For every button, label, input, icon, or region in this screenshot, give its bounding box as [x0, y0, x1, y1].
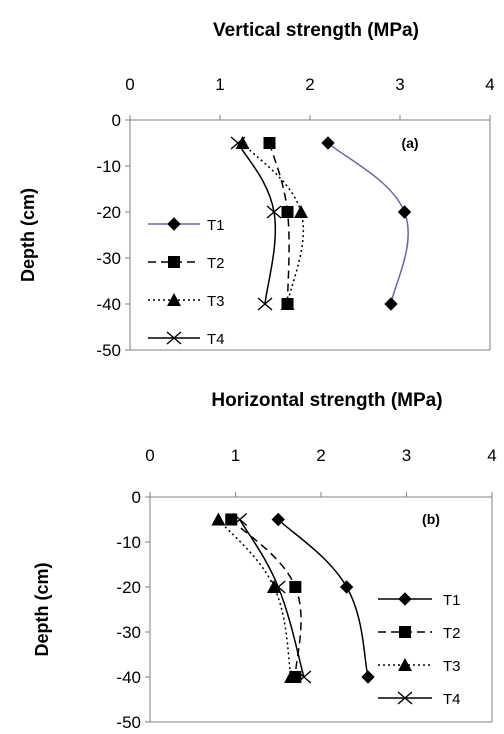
y-tick-label: -10: [116, 533, 141, 552]
data-point-t1: [321, 136, 335, 150]
data-point-t3: [266, 580, 281, 593]
x-tick-label: 2: [316, 446, 325, 465]
legend-marker: [398, 592, 412, 606]
legend-item-t1: T1: [378, 592, 461, 609]
data-point-t3: [294, 205, 308, 218]
data-point-t1: [397, 205, 412, 219]
chart-panel-b: Horizontal strength (MPa) Depth (cm) 0 1 2 3 4…: [32, 390, 497, 732]
series-line-t2: [230, 518, 302, 678]
data-point-t3: [280, 297, 295, 310]
chart-title: Vertical strength (MPa): [213, 20, 419, 41]
series-line-t3: [241, 142, 305, 305]
data-point-t4: [266, 205, 282, 219]
series-t3: [211, 512, 299, 683]
y-tick-label: -30: [96, 249, 121, 268]
legend-marker: [399, 626, 411, 638]
x-tick-label: 4: [485, 75, 494, 94]
series-t1: [271, 512, 375, 684]
series-line-t1: [277, 518, 369, 678]
legend-label: T4: [443, 691, 461, 708]
legend-label: T1: [207, 217, 225, 234]
legend-item-t2: T2: [378, 625, 461, 642]
data-point-t1: [384, 297, 398, 311]
y-tick-label: -10: [96, 157, 121, 176]
y-tick-label: -30: [116, 623, 141, 642]
y-tick-label: -20: [96, 203, 121, 222]
y-tick-label: -50: [116, 713, 141, 732]
data-point-t1: [361, 670, 375, 684]
panel-label: (a): [401, 135, 418, 151]
y-tick-label: 0: [132, 488, 141, 507]
series-t1: [321, 136, 412, 311]
data-point-t3: [211, 512, 226, 526]
data-point-t2: [289, 581, 302, 593]
y-tick-label: 0: [112, 111, 121, 130]
y-tick-label: -20: [116, 578, 141, 597]
series-t3: [235, 136, 308, 310]
data-point-t3: [284, 670, 299, 683]
data-point-t4-stroke-b: [296, 670, 312, 684]
data-point-t4: [296, 670, 312, 684]
chart-panel-a: Vertical strength (MPa) Depth (cm) 0 1 2 3 4 0 -…: [18, 20, 495, 360]
x-tick-label: 4: [487, 446, 496, 465]
legend-marker-stroke-b: [397, 691, 413, 705]
data-point-t4: [257, 297, 273, 311]
legend-marker: [167, 293, 181, 306]
x-tick-label: 1: [231, 446, 240, 465]
x-tick-label: 3: [402, 446, 411, 465]
y-tick-label: -50: [96, 341, 121, 360]
data-point-t4-stroke-b: [270, 580, 286, 594]
data-point-t1: [339, 580, 354, 594]
legend-label: T3: [443, 658, 461, 675]
data-point-t4: [230, 136, 246, 150]
x-tick-label: 1: [215, 75, 224, 94]
series-line-t2: [268, 142, 290, 305]
legend-label: T3: [207, 293, 225, 310]
series-t4: [232, 512, 312, 684]
data-point-t2: [225, 513, 238, 526]
legend-label: T4: [207, 331, 225, 348]
legend-item-t2: T2: [148, 255, 225, 272]
series-line-t4: [239, 519, 305, 678]
series-t4: [230, 136, 282, 311]
y-axis-label: Depth (cm): [18, 188, 38, 282]
legend-marker: [398, 658, 412, 671]
legend-label: T2: [207, 255, 225, 272]
y-tick-label: -40: [116, 668, 141, 687]
x-tick-label: 2: [305, 75, 314, 94]
chart-title: Horizontal strength (MPa): [211, 390, 442, 411]
series-line-t3: [217, 519, 292, 678]
legend-item-t3: T3: [148, 293, 225, 310]
legend-item-t4: T4: [148, 331, 225, 348]
data-point-t4-stroke-b: [232, 512, 248, 527]
legend-marker: [397, 691, 413, 705]
legend-marker: [168, 256, 180, 268]
legend-marker: [167, 217, 181, 231]
data-point-t4-stroke-b: [266, 205, 282, 219]
legend-item-t3: T3: [378, 658, 461, 675]
data-point-t2: [263, 137, 276, 149]
data-point-t4: [270, 580, 286, 594]
panel-label: (b): [422, 511, 440, 527]
data-point-t4-stroke-b: [257, 297, 273, 311]
legend-label: T2: [443, 625, 461, 642]
x-tick-label: 3: [395, 75, 404, 94]
x-tick-label: 0: [125, 75, 134, 94]
series-line-t1: [327, 142, 409, 305]
x-tick-label: 0: [145, 446, 154, 465]
y-tick-label: -40: [96, 295, 121, 314]
legend-item-t1: T1: [148, 217, 225, 234]
data-point-t4-stroke-b: [230, 136, 246, 150]
data-point-t1: [271, 512, 285, 527]
legend-marker: [166, 331, 182, 345]
data-point-t2: [281, 206, 294, 218]
legend-item-t4: T4: [378, 691, 461, 708]
data-point-t4: [232, 512, 248, 527]
y-axis-label: Depth (cm): [32, 562, 52, 656]
legend-label: T1: [443, 592, 461, 609]
legend-marker-stroke-b: [166, 331, 182, 345]
